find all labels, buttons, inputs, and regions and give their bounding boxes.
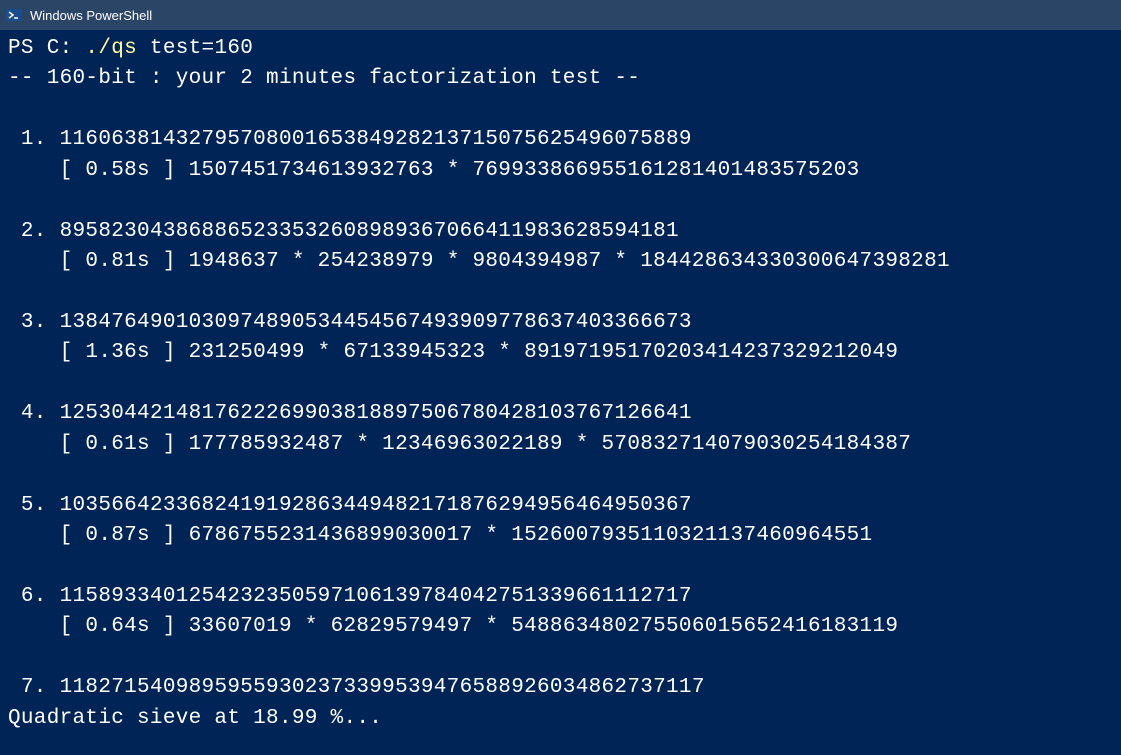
test-number-line: 3. 1384764901030974890534454567493909778…: [8, 308, 1113, 338]
command-executable: ./qs: [85, 37, 137, 60]
command-argument: test=160: [137, 37, 253, 60]
test-number-line: 1. 1160638143279570800165384928213715075…: [8, 125, 1113, 155]
powershell-icon: [6, 7, 22, 23]
header-line: -- 160-bit : your 2 minutes factorizatio…: [8, 64, 1113, 94]
blank-line: [8, 278, 1113, 308]
test-number-line: 5. 1035664233682419192863449482171876294…: [8, 491, 1113, 521]
blank-line: [8, 460, 1113, 490]
blank-line: [8, 186, 1113, 216]
test-result-line: [ 0.61s ] 177785932487 * 12346963022189 …: [8, 430, 1113, 460]
prompt-line: PS C: ./qs test=160: [8, 34, 1113, 64]
test-result-line: [ 0.87s ] 6786755231436899030017 * 15260…: [8, 521, 1113, 551]
test-number-line: 7. 1182715409895955930237339953947658892…: [8, 673, 1113, 703]
titlebar[interactable]: Windows PowerShell: [0, 0, 1121, 30]
test-result-line: [ 0.58s ] 1507451734613932763 * 76993386…: [8, 156, 1113, 186]
blank-line: [8, 643, 1113, 673]
prompt-prefix: PS C:: [8, 37, 85, 60]
test-result-line: [ 0.81s ] 1948637 * 254238979 * 98043949…: [8, 247, 1113, 277]
blank-line: [8, 369, 1113, 399]
terminal-output: PS C: ./qs test=160 -- 160-bit : your 2 …: [0, 30, 1121, 738]
blank-line: [8, 95, 1113, 125]
blank-line: [8, 551, 1113, 581]
test-number-line: 2. 8958230438688652335326089893670664119…: [8, 217, 1113, 247]
window-title: Windows PowerShell: [30, 8, 152, 23]
test-number-line: 6. 1158933401254232350597106139784042751…: [8, 582, 1113, 612]
status-line: Quadratic sieve at 18.99 %...: [8, 704, 1113, 734]
test-result-line: [ 1.36s ] 231250499 * 67133945323 * 8919…: [8, 338, 1113, 368]
test-result-line: [ 0.64s ] 33607019 * 62829579497 * 54886…: [8, 612, 1113, 642]
test-number-line: 4. 1253044214817622269903818897506780428…: [8, 399, 1113, 429]
